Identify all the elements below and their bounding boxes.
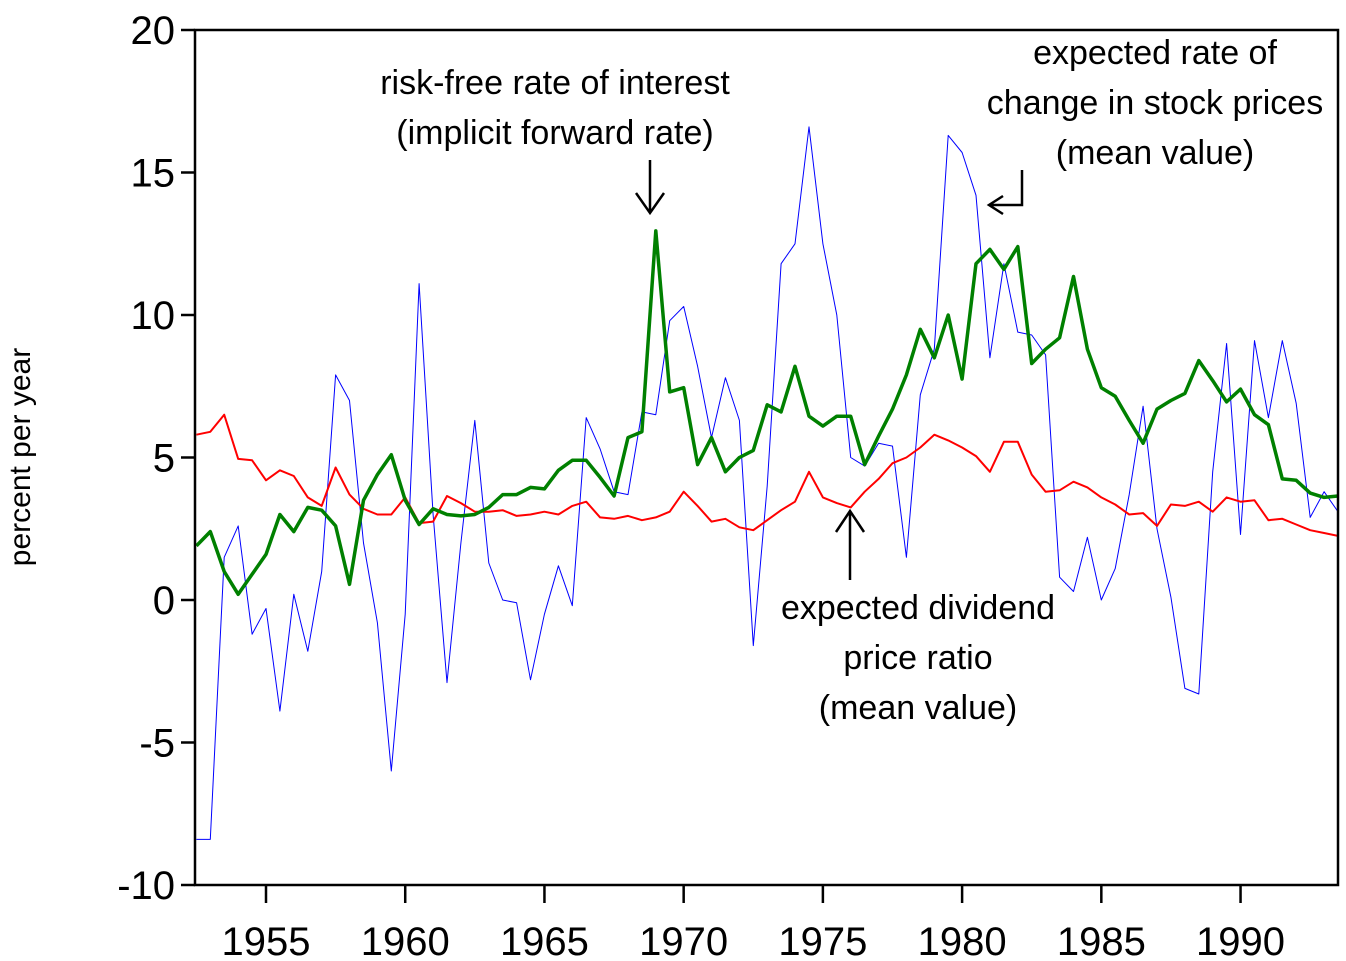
y-axis-label: percent per year bbox=[4, 348, 37, 566]
series-line bbox=[195, 229, 1338, 597]
y-tick-label: 15 bbox=[131, 152, 176, 196]
arrow bbox=[986, 170, 1024, 216]
x-tick-label: 1970 bbox=[639, 920, 728, 961]
x-tick-label: 1975 bbox=[778, 920, 867, 961]
x-tick-label: 1985 bbox=[1057, 920, 1146, 961]
arrow bbox=[634, 160, 666, 216]
annotation: expected dividend bbox=[781, 589, 1055, 627]
y-tick-label: 10 bbox=[131, 294, 176, 338]
annotation: (implicit forward rate) bbox=[396, 114, 713, 152]
x-tick-label: 1980 bbox=[918, 920, 1007, 961]
annotation: risk-free rate of interest bbox=[380, 64, 730, 102]
x-tick-label: 1990 bbox=[1196, 920, 1285, 961]
series-line bbox=[196, 126, 1338, 840]
y-tick-label: -10 bbox=[117, 864, 175, 908]
y-tick-label: 20 bbox=[131, 9, 176, 53]
annotation: expected rate of bbox=[1033, 34, 1277, 72]
x-tick-label: 1965 bbox=[500, 920, 589, 961]
series-line bbox=[196, 413, 1338, 537]
y-tick-label: -5 bbox=[139, 722, 175, 766]
y-tick-label: 5 bbox=[153, 437, 175, 481]
x-tick-label: 1955 bbox=[222, 920, 311, 961]
annotation: change in stock prices bbox=[987, 84, 1323, 122]
series-group bbox=[195, 126, 1338, 840]
arrows bbox=[634, 160, 1024, 580]
annotation: (mean value) bbox=[819, 689, 1017, 727]
x-tick-label: 1960 bbox=[361, 920, 450, 961]
annotation: price ratio bbox=[843, 639, 992, 677]
arrow bbox=[834, 508, 866, 580]
y-tick-label: 0 bbox=[153, 579, 175, 623]
annotation: (mean value) bbox=[1056, 134, 1254, 172]
